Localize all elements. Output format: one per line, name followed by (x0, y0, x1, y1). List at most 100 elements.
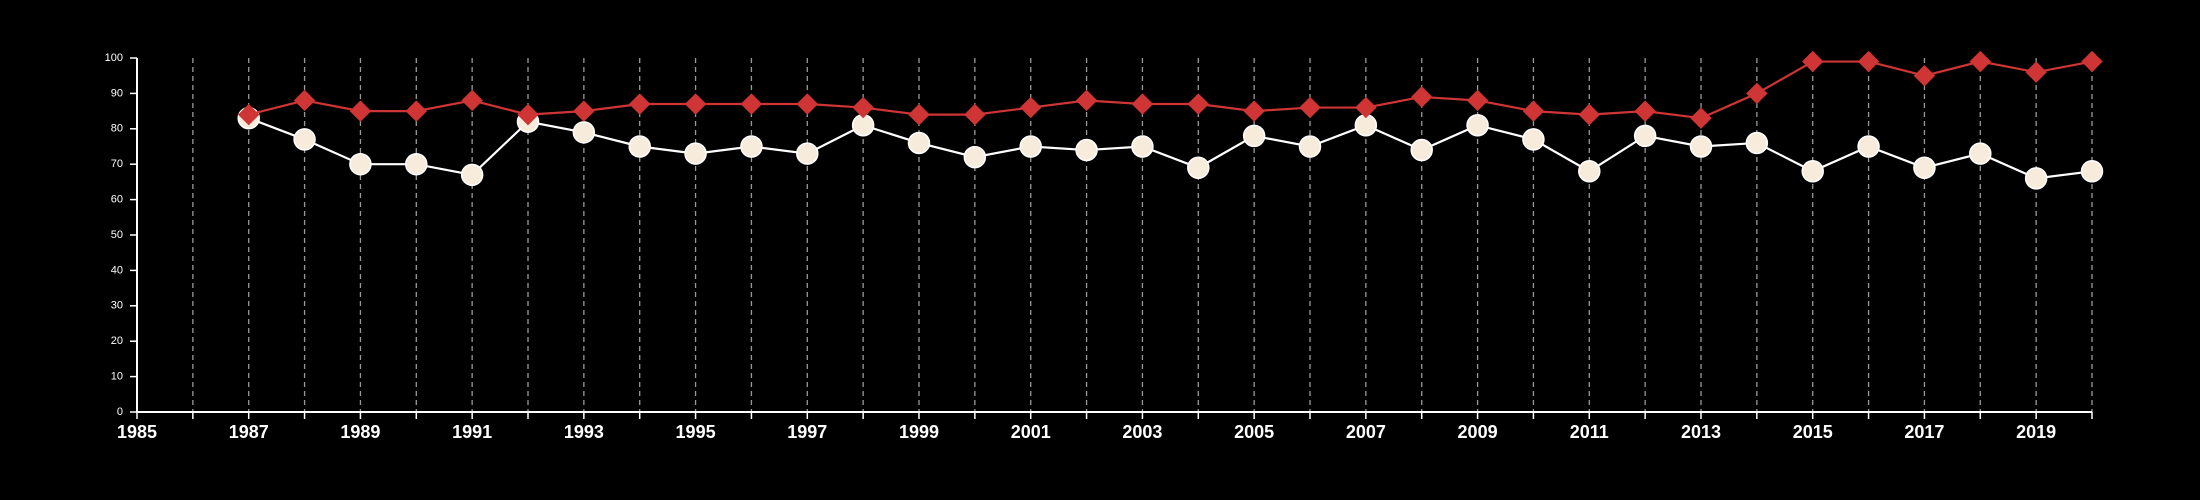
data-point-circle (1298, 135, 1322, 158)
data-point-diamond (1634, 100, 1656, 122)
data-point-circle (293, 128, 316, 151)
data-point-diamond (1466, 89, 1489, 112)
data-point-circle (796, 142, 819, 165)
data-point-diamond (1969, 50, 1991, 73)
data-point-diamond (796, 93, 818, 115)
data-point-circle (628, 135, 651, 158)
x-tick-label: 1991 (452, 422, 492, 442)
x-tick-label: 2019 (2016, 422, 2056, 442)
data-point-circle (1578, 160, 1601, 183)
axis-layer: 1985 1987 1989 1991 1993 1995 1997 1999 2001 2003… (105, 52, 2093, 442)
y-tick-label: 0 (117, 406, 123, 418)
data-point-diamond (1411, 86, 1433, 108)
data-point-diamond (238, 103, 260, 126)
data-point-circle (1410, 138, 1433, 162)
data-point-diamond (1355, 96, 1377, 119)
data-point-circle (1857, 135, 1880, 158)
y-tick-label: 50 (111, 229, 123, 241)
series-line (248, 117, 2093, 180)
series-white-circle (237, 106, 2104, 190)
data-point-circle (1913, 156, 1936, 179)
data-point-circle (1633, 124, 1657, 148)
y-tick-label: 90 (111, 87, 123, 99)
data-point-diamond (517, 103, 539, 126)
data-point-circle (2080, 160, 2104, 183)
x-tick-label: 2007 (1346, 422, 1386, 442)
data-point-diamond (1746, 82, 1768, 105)
data-point-diamond (852, 96, 874, 119)
data-point-diamond (908, 103, 930, 126)
data-point-circle (1019, 135, 1042, 158)
x-tick-label: 2001 (1011, 422, 1051, 442)
data-point-circle (963, 145, 987, 169)
data-point-diamond (1913, 64, 1936, 87)
data-point-circle (1801, 160, 1824, 183)
x-tick-label: 1993 (564, 422, 604, 442)
y-tick-label: 20 (111, 335, 123, 347)
data-point-circle (349, 152, 372, 176)
data-point-circle (405, 152, 428, 176)
data-point-circle (740, 135, 763, 158)
data-point-diamond (1857, 50, 1880, 73)
x-tick-label: 2003 (1122, 422, 1162, 442)
x-tick-label: 2009 (1458, 422, 1498, 442)
x-tick-label: 1987 (229, 422, 269, 442)
data-point-diamond (1522, 100, 1545, 122)
data-point-circle (1466, 114, 1489, 137)
data-point-diamond (2025, 61, 2047, 83)
x-tick-label: 1999 (899, 422, 939, 442)
data-point-diamond (964, 103, 986, 126)
x-tick-label: 2013 (1681, 422, 1721, 442)
series-layer (237, 50, 2104, 190)
data-point-diamond (405, 100, 427, 122)
data-point-circle (907, 131, 931, 155)
series-line (248, 60, 2093, 120)
data-point-diamond (1299, 96, 1321, 119)
x-tick-label: 1989 (340, 422, 380, 442)
data-point-circle (1689, 135, 1713, 158)
data-point-circle (1745, 131, 1769, 155)
y-tick-label: 40 (111, 264, 123, 276)
data-point-circle (460, 163, 484, 187)
data-point-circle (572, 121, 596, 144)
data-point-circle (1075, 138, 1098, 162)
data-point-diamond (1802, 50, 1824, 73)
y-tick-label: 100 (105, 52, 123, 64)
data-point-diamond (740, 93, 763, 115)
x-tick-label: 1997 (787, 422, 827, 442)
data-point-diamond (461, 89, 483, 112)
data-point-circle (1522, 128, 1545, 151)
x-tick-label: 1985 (117, 422, 157, 442)
series-red-diamond (238, 50, 2103, 129)
y-tick-label: 60 (111, 194, 123, 206)
x-tick-label: 2011 (1570, 422, 1609, 442)
y-tick-label: 10 (111, 371, 123, 383)
data-point-circle (1131, 135, 1154, 158)
data-point-diamond (1578, 103, 1600, 126)
data-point-circle (2024, 167, 2048, 190)
data-point-circle (1242, 124, 1266, 148)
data-point-diamond (349, 100, 372, 122)
data-point-diamond (1020, 96, 1042, 119)
x-tick-label: 2015 (1793, 422, 1833, 442)
data-point-diamond (629, 93, 651, 115)
data-point-diamond (1131, 93, 1154, 115)
data-point-diamond (2081, 50, 2103, 73)
data-point-diamond (573, 100, 595, 122)
data-point-circle (1969, 142, 1992, 165)
data-point-diamond (1243, 100, 1265, 122)
data-point-circle (684, 142, 707, 165)
data-point-diamond (684, 93, 707, 115)
data-point-diamond (293, 89, 316, 112)
y-tick-label: 30 (111, 300, 123, 312)
x-tick-label: 2017 (1904, 422, 1944, 442)
data-point-circle (1187, 156, 1210, 179)
y-tick-label: 80 (111, 123, 123, 135)
data-point-diamond (1075, 89, 1098, 112)
data-point-diamond (1187, 93, 1209, 115)
data-point-diamond (1690, 107, 1712, 129)
y-tick-label: 70 (111, 158, 123, 170)
x-tick-label: 1995 (676, 422, 716, 442)
